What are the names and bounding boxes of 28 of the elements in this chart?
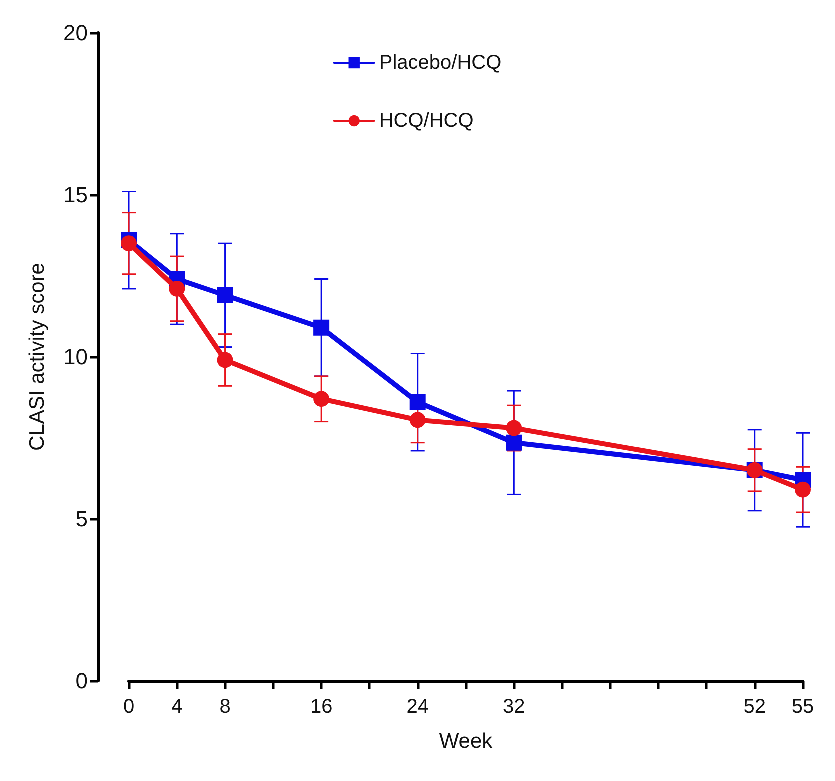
x-tick-label: 24 [406, 696, 429, 718]
y-tick-label: 0 [76, 668, 88, 694]
point [217, 352, 234, 368]
x-tick-label: 55 [792, 696, 814, 718]
x-tick-label: 52 [744, 696, 766, 718]
x-tick-label: 32 [503, 696, 526, 718]
point [410, 394, 426, 410]
point [795, 482, 811, 498]
point [217, 287, 234, 304]
x-tick-label: 0 [123, 696, 135, 718]
point [314, 391, 330, 408]
legend-label: HCQ/HCQ [379, 110, 474, 132]
point [410, 412, 426, 428]
point [121, 236, 137, 252]
y-tick-label: 20 [64, 20, 88, 46]
y-tick-label: 5 [76, 506, 88, 532]
x-tick-label: 16 [310, 696, 333, 718]
point [506, 420, 522, 436]
y-axis-title: CLASI activity score [26, 263, 49, 451]
legend-label: Placebo/HCQ [379, 52, 502, 74]
x-tick-label: 4 [172, 696, 183, 718]
x-axis-title: Week [439, 730, 494, 753]
x-tick-label: 8 [220, 696, 231, 718]
y-tick-label: 10 [64, 344, 88, 370]
point [506, 434, 522, 451]
y-tick-label: 15 [64, 182, 88, 208]
point [314, 320, 330, 336]
point [169, 280, 186, 297]
